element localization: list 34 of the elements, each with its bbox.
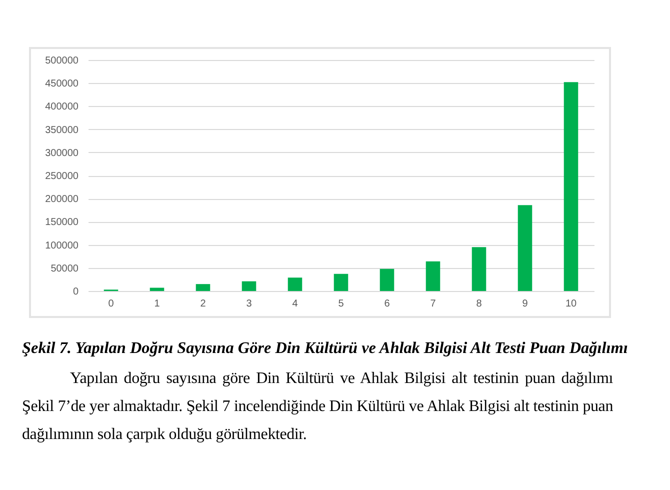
y-tick-label: 50000 [50, 263, 79, 274]
x-tick-label: 1 [154, 298, 160, 310]
x-tick-label: 9 [522, 298, 528, 310]
x-tick-label: 3 [246, 298, 252, 310]
y-tick-label: 250000 [45, 171, 79, 182]
bar [150, 288, 164, 291]
y-tick-label: 0 [72, 286, 79, 298]
y-tick-label: 300000 [45, 148, 79, 159]
bar [564, 82, 578, 291]
x-tick-label: 6 [384, 298, 390, 310]
bar [426, 261, 440, 291]
text: Yapılan doğru sayısına göre Din Kültürü ve Ahlak Bilgisi alt testinin puan dağılımı Şekil 7’de yer almaktadır. Şekil 7 incelendiğinde Din Kültürü ve Ahlak Bilgisi alt testinin puan dağılımının sola çarpık olduğu görülmektedir. [22, 369, 613, 445]
y-tick-label: 150000 [45, 217, 79, 228]
x-tick-label: 2 [200, 298, 206, 310]
bar [334, 274, 348, 291]
bar [472, 247, 486, 291]
bar [380, 268, 394, 291]
x-tick-label: 7 [430, 298, 436, 310]
bar [288, 278, 302, 291]
y-tick-label: 100000 [45, 240, 79, 252]
x-tick-label: 4 [292, 298, 298, 310]
bar [196, 284, 210, 291]
y-tick-label: 350000 [45, 124, 79, 136]
bar [518, 205, 532, 291]
bar [242, 281, 256, 291]
text: Şekil 7. Yapılan Doğru Sayısına Göre Din Kültürü ve Ahlak Bilgisi Alt Testi Puan Dağılımı [22, 339, 629, 358]
x-tick-label: 0 [108, 298, 114, 310]
x-tick-label: 10 [565, 298, 577, 310]
y-tick-label: 400000 [45, 102, 79, 113]
x-tick-label: 8 [476, 298, 482, 310]
y-tick-label: 450000 [45, 78, 79, 90]
x-tick-label: 5 [338, 298, 344, 310]
y-tick-label: 500000 [45, 56, 79, 66]
y-tick-label: 200000 [45, 194, 79, 206]
